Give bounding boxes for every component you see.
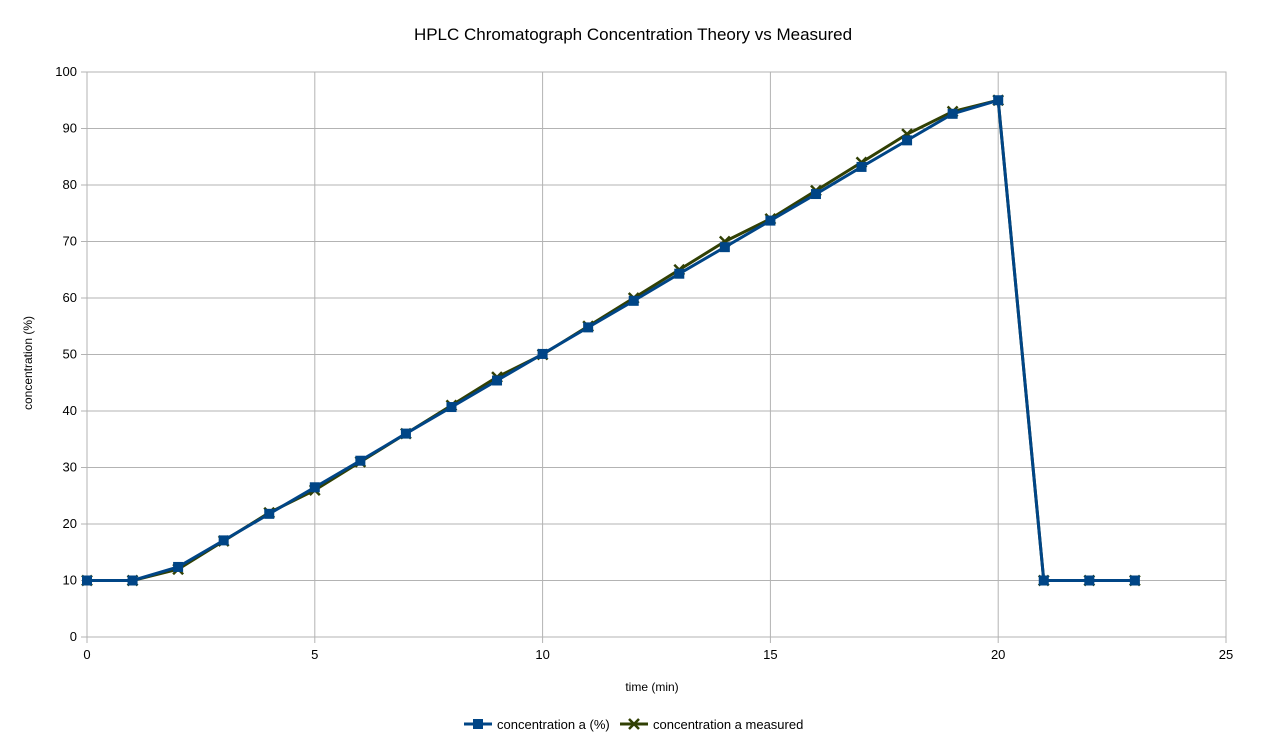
data-point <box>264 508 275 519</box>
grid <box>81 71 1227 643</box>
x-tick-label: 10 <box>535 647 549 662</box>
y-tick-label: 80 <box>63 177 77 192</box>
data-point <box>82 575 92 586</box>
data-point <box>492 375 503 386</box>
data-point <box>1129 575 1140 586</box>
series-line <box>87 98 1135 582</box>
y-tick-label: 20 <box>63 516 77 531</box>
data-point <box>810 189 821 200</box>
data-point <box>218 535 229 546</box>
legend: concentration a (%) concentration a measu… <box>464 717 803 732</box>
y-tick-label: 60 <box>63 290 77 305</box>
legend-label: concentration a (%) <box>497 717 610 732</box>
y-tick-labels: 0 10 20 30 40 50 60 70 80 90 100 <box>55 64 77 644</box>
series-2 <box>81 94 1141 587</box>
data-point <box>127 575 138 586</box>
data-point <box>309 482 320 493</box>
data-point <box>1038 575 1049 586</box>
data-point <box>583 322 594 333</box>
legend-item: concentration a measured <box>620 717 803 732</box>
plot-area <box>86 71 1227 638</box>
data-point <box>173 561 184 572</box>
y-tick-label: 90 <box>63 121 77 136</box>
series-layer <box>81 94 1141 587</box>
x-tick-label: 15 <box>763 647 777 662</box>
chart-title: HPLC Chromatograph Concentration Theory … <box>414 25 852 44</box>
y-tick-label: 10 <box>63 573 77 588</box>
data-point <box>856 161 867 172</box>
data-point <box>355 455 366 466</box>
data-point <box>1084 575 1095 586</box>
series-1 <box>82 95 1140 586</box>
data-point <box>902 135 913 146</box>
data-point <box>719 242 730 253</box>
legend-marker <box>473 719 483 729</box>
data-point <box>628 295 639 306</box>
data-point <box>400 428 411 439</box>
data-point <box>765 215 776 226</box>
legend-item: concentration a (%) <box>464 717 610 732</box>
y-tick-label: 70 <box>63 234 77 249</box>
legend-label: concentration a measured <box>653 717 803 732</box>
data-point <box>446 402 457 413</box>
data-point <box>947 108 958 119</box>
y-tick-label: 40 <box>63 403 77 418</box>
axes <box>86 71 1227 638</box>
x-axis-label: time (min) <box>625 680 678 694</box>
legend-marker <box>628 718 640 730</box>
x-tick-label: 5 <box>311 647 318 662</box>
x-tick-label: 25 <box>1219 647 1233 662</box>
x-tick-label: 0 <box>83 647 90 662</box>
data-point <box>674 268 685 279</box>
y-axis-label: concentration (%) <box>21 316 35 410</box>
y-tick-label: 30 <box>63 460 77 475</box>
data-point <box>993 95 1004 106</box>
y-tick-label: 0 <box>70 629 77 644</box>
y-tick-label: 50 <box>63 347 77 362</box>
series-line <box>87 98 1135 582</box>
x-tick-labels: 0 5 10 15 20 25 <box>83 647 1233 662</box>
x-tick-label: 20 <box>991 647 1005 662</box>
y-tick-label: 100 <box>55 64 77 79</box>
data-point <box>537 348 548 359</box>
